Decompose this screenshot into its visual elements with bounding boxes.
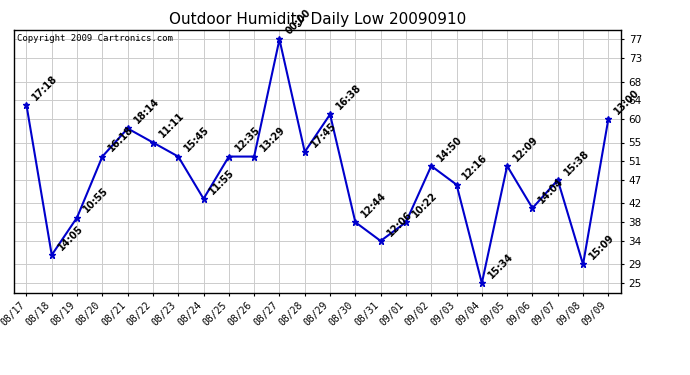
- Text: 15:45: 15:45: [182, 125, 211, 154]
- Text: 15:38: 15:38: [562, 148, 591, 177]
- Text: 17:18: 17:18: [30, 73, 60, 102]
- Text: 16:18: 16:18: [106, 125, 136, 154]
- Text: 10:55: 10:55: [81, 186, 110, 215]
- Title: Outdoor Humidity Daily Low 20090910: Outdoor Humidity Daily Low 20090910: [169, 12, 466, 27]
- Text: 15:09: 15:09: [587, 232, 616, 262]
- Text: 14:05: 14:05: [56, 223, 85, 252]
- Text: 16:38: 16:38: [334, 82, 364, 112]
- Text: 12:09: 12:09: [511, 134, 540, 163]
- Text: 17:45: 17:45: [309, 120, 338, 149]
- Text: 11:55: 11:55: [208, 167, 237, 196]
- Text: 12:06: 12:06: [385, 209, 414, 238]
- Text: 14:04: 14:04: [537, 176, 566, 206]
- Text: 14:50: 14:50: [435, 134, 464, 163]
- Text: 11:11: 11:11: [157, 111, 186, 140]
- Text: 13:00: 13:00: [613, 87, 642, 116]
- Text: 12:44: 12:44: [359, 190, 388, 219]
- Text: 15:34: 15:34: [486, 251, 515, 280]
- Text: 13:29: 13:29: [258, 125, 287, 154]
- Text: Copyright 2009 Cartronics.com: Copyright 2009 Cartronics.com: [17, 34, 172, 43]
- Text: 12:16: 12:16: [461, 153, 490, 182]
- Text: 18:14: 18:14: [132, 97, 161, 126]
- Text: 12:35: 12:35: [233, 125, 262, 154]
- Text: 10:22: 10:22: [410, 190, 439, 219]
- Text: 00:00: 00:00: [284, 8, 313, 37]
